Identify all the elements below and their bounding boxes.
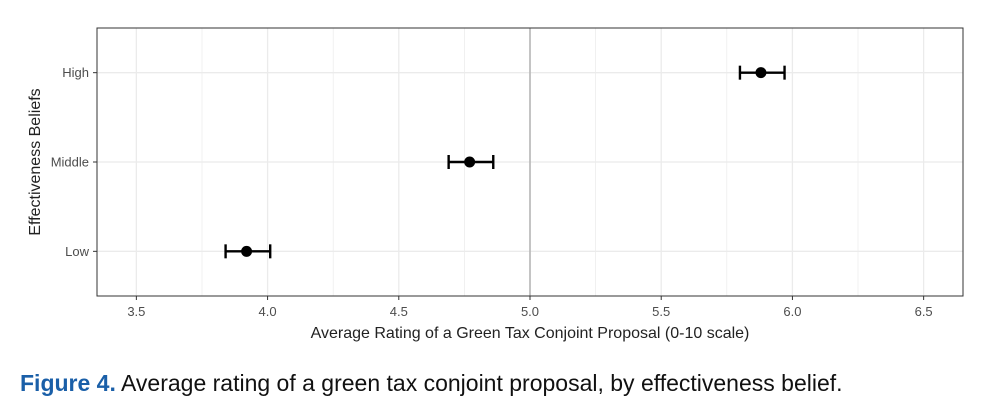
y-tick-label: High [62,65,89,80]
x-tick-label: 3.5 [127,304,145,319]
x-axis-label: Average Rating of a Green Tax Conjoint P… [311,325,750,342]
point-low [241,245,253,257]
figure-label: Figure 4. [20,370,116,396]
caption-text: Average rating of a green tax conjoint p… [115,370,843,396]
x-tick-label: 5.0 [521,304,539,319]
x-tick-label: 4.5 [390,304,408,319]
x-tick-label: 4.0 [259,304,277,319]
x-axis-ticks: 3.5 4.0 4.5 5.0 5.5 6.0 6.5 [127,296,933,319]
x-tick-label: 6.0 [783,304,801,319]
figure-caption: Figure 4. Average rating of a green tax … [20,370,970,397]
y-tick-label: Middle [51,155,89,170]
y-axis-ticks: High Middle Low [51,65,97,259]
point-high [755,67,767,79]
x-tick-label: 5.5 [652,304,670,319]
x-tick-label: 6.5 [915,304,933,319]
y-tick-label: Low [65,244,89,259]
data-marks [224,65,786,259]
chart: 3.5 4.0 4.5 5.0 5.5 6.0 6.5 High Middle Low Aver… [27,27,964,342]
point-middle [464,156,476,168]
y-axis-label: Effectiveness Beliefs [27,88,44,235]
